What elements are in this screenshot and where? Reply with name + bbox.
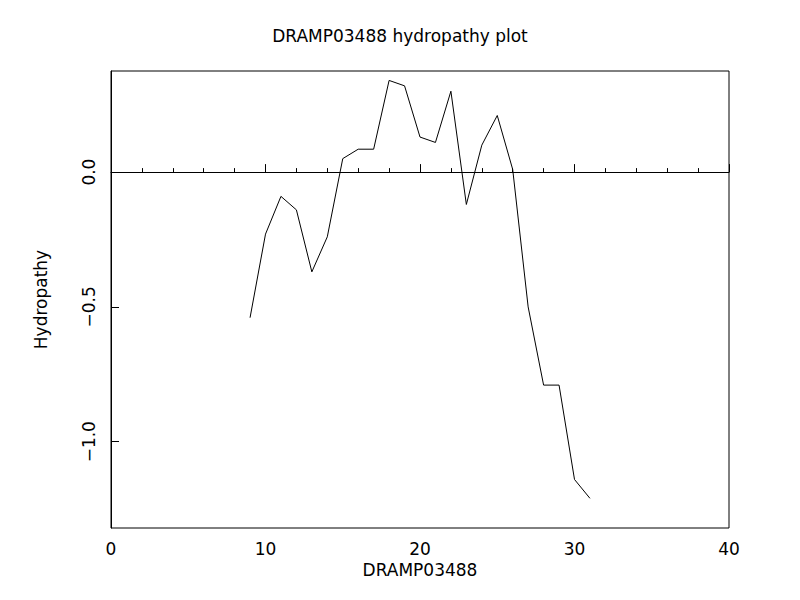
svg-text:−0.5: −0.5 [79, 286, 99, 327]
svg-text:40: 40 [718, 539, 740, 559]
svg-text:0: 0 [106, 539, 117, 559]
svg-text:20: 20 [409, 539, 431, 559]
svg-text:0.0: 0.0 [79, 159, 99, 186]
svg-text:DRAMP03488: DRAMP03488 [363, 560, 478, 580]
svg-text:−1.0: −1.0 [79, 421, 99, 462]
svg-text:DRAMP03488 hydropathy plot: DRAMP03488 hydropathy plot [272, 26, 528, 46]
svg-text:Hydropathy: Hydropathy [31, 250, 51, 349]
svg-text:10: 10 [255, 539, 277, 559]
svg-text:30: 30 [564, 539, 586, 559]
